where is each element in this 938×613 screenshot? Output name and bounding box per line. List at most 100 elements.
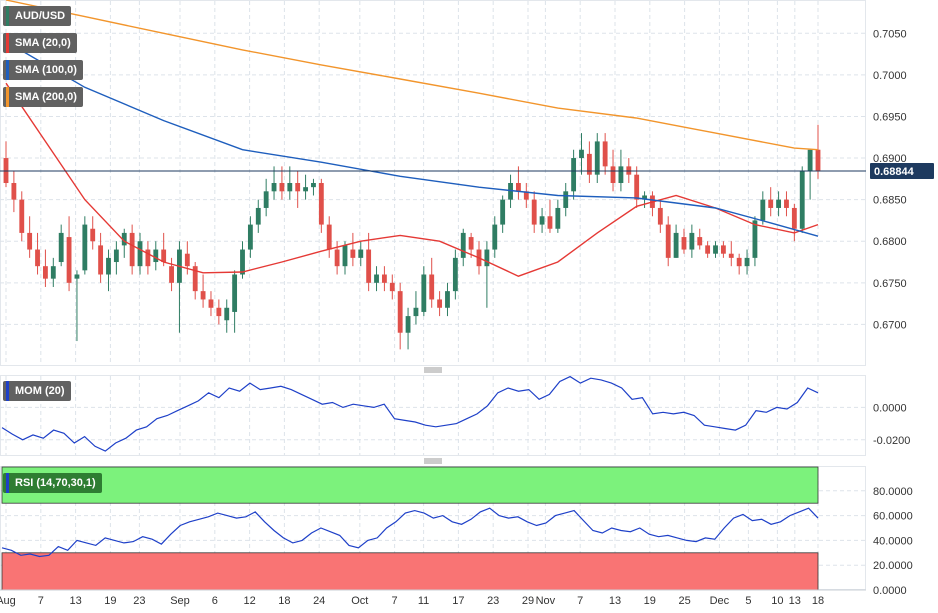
divider-layer[interactable] — [424, 367, 442, 464]
rsi-oversold-zone — [1, 552, 819, 591]
candle-body — [697, 237, 703, 246]
rsi-tick-label: 60.0000 — [873, 511, 913, 523]
candle — [492, 216, 498, 258]
candle — [484, 241, 490, 308]
candle — [279, 166, 285, 200]
candles-layer — [3, 124, 821, 350]
candle-body — [74, 274, 80, 279]
x-tick-label: 11 — [418, 595, 429, 607]
candle — [247, 216, 253, 258]
candle — [657, 199, 663, 233]
candle — [224, 299, 230, 333]
candle-body — [547, 216, 553, 229]
price-tick-label: 0.6900 — [873, 153, 907, 165]
candle-body — [484, 249, 490, 267]
candle-body — [263, 191, 269, 208]
x-tick-label: 29 — [522, 595, 534, 607]
panel-divider-handle[interactable] — [424, 367, 442, 373]
candle-body — [11, 183, 17, 200]
legend-swatch-sma200 — [6, 87, 9, 107]
candle-body — [106, 257, 111, 275]
candle — [760, 191, 766, 225]
candle — [381, 266, 387, 292]
candle-body — [27, 232, 33, 250]
rsi-tick-label: 40.0000 — [873, 535, 913, 547]
legend-mom: MOM (20) — [3, 381, 71, 401]
candle — [728, 241, 734, 267]
candle-body — [492, 224, 498, 250]
candle-body — [129, 232, 135, 267]
rsi-tick-label: 0.0000 — [873, 585, 907, 597]
candle — [437, 291, 443, 317]
candle-body — [429, 274, 435, 300]
legend-swatch-mom — [6, 381, 9, 401]
x-tick-label: 19 — [104, 595, 116, 607]
candle-body — [240, 249, 245, 275]
candle-body — [326, 224, 332, 250]
candle — [634, 166, 640, 208]
panel-divider-handle[interactable] — [424, 458, 442, 464]
x-tick-label: 23 — [487, 595, 499, 607]
candle — [366, 232, 372, 292]
candle — [807, 149, 813, 200]
candle-body — [145, 249, 151, 267]
sma-line-0 — [5, 82, 819, 277]
candle — [452, 249, 458, 300]
candle — [42, 249, 48, 287]
candle — [216, 299, 222, 325]
candle — [697, 228, 703, 250]
candle-body — [784, 199, 789, 208]
candle — [58, 224, 64, 267]
candle-body — [602, 141, 608, 167]
x-tick-label: 7 — [38, 595, 44, 607]
candle — [350, 232, 356, 267]
candle-body — [799, 170, 805, 229]
candle-body — [232, 274, 238, 312]
last-price-label: 0.68844 — [874, 166, 915, 178]
candle-body — [58, 232, 64, 263]
candle — [19, 191, 25, 242]
candle — [129, 224, 135, 275]
candle-body — [113, 249, 119, 263]
candle — [468, 232, 474, 258]
candle-body — [366, 249, 372, 283]
candle-body — [121, 232, 127, 246]
candle-body — [208, 299, 214, 308]
candle-body — [516, 183, 521, 192]
candle — [200, 274, 206, 308]
candle — [713, 241, 718, 258]
candle-body — [594, 141, 600, 175]
candle — [705, 241, 711, 258]
candle-body — [389, 282, 395, 292]
legend-sma200: SMA (200,0) — [3, 87, 83, 107]
candle-body — [791, 207, 797, 229]
candle-body — [358, 249, 364, 258]
candle-body — [563, 191, 569, 208]
candle — [445, 282, 450, 317]
legend-swatch-sma20 — [6, 33, 9, 53]
candle-body — [579, 149, 584, 159]
candle-body — [200, 291, 206, 300]
candle-body — [736, 257, 742, 267]
x-tick-label: Sep — [170, 595, 190, 607]
rsi-overbought-zone — [1, 466, 819, 504]
price-tick-label: 0.7050 — [873, 28, 907, 40]
x-tick-label: Nov — [536, 595, 556, 607]
rsi-tick-label: 20.0000 — [873, 560, 913, 572]
candle-body — [224, 307, 230, 321]
candle — [531, 191, 537, 233]
x-tick-label: 13 — [69, 595, 81, 607]
candle — [586, 141, 592, 183]
candle — [208, 291, 214, 317]
candle-body — [397, 291, 403, 333]
mom-panel-frame — [0, 375, 866, 456]
candle-body — [318, 183, 324, 225]
candle-body — [657, 207, 663, 225]
x-tick-label: 13 — [789, 595, 801, 607]
price-tick-label: 0.6850 — [873, 195, 907, 207]
x-tick-label: 18 — [278, 595, 290, 607]
candle — [255, 199, 261, 233]
candle — [602, 133, 608, 175]
candle — [571, 149, 577, 200]
candle-body — [295, 183, 301, 192]
